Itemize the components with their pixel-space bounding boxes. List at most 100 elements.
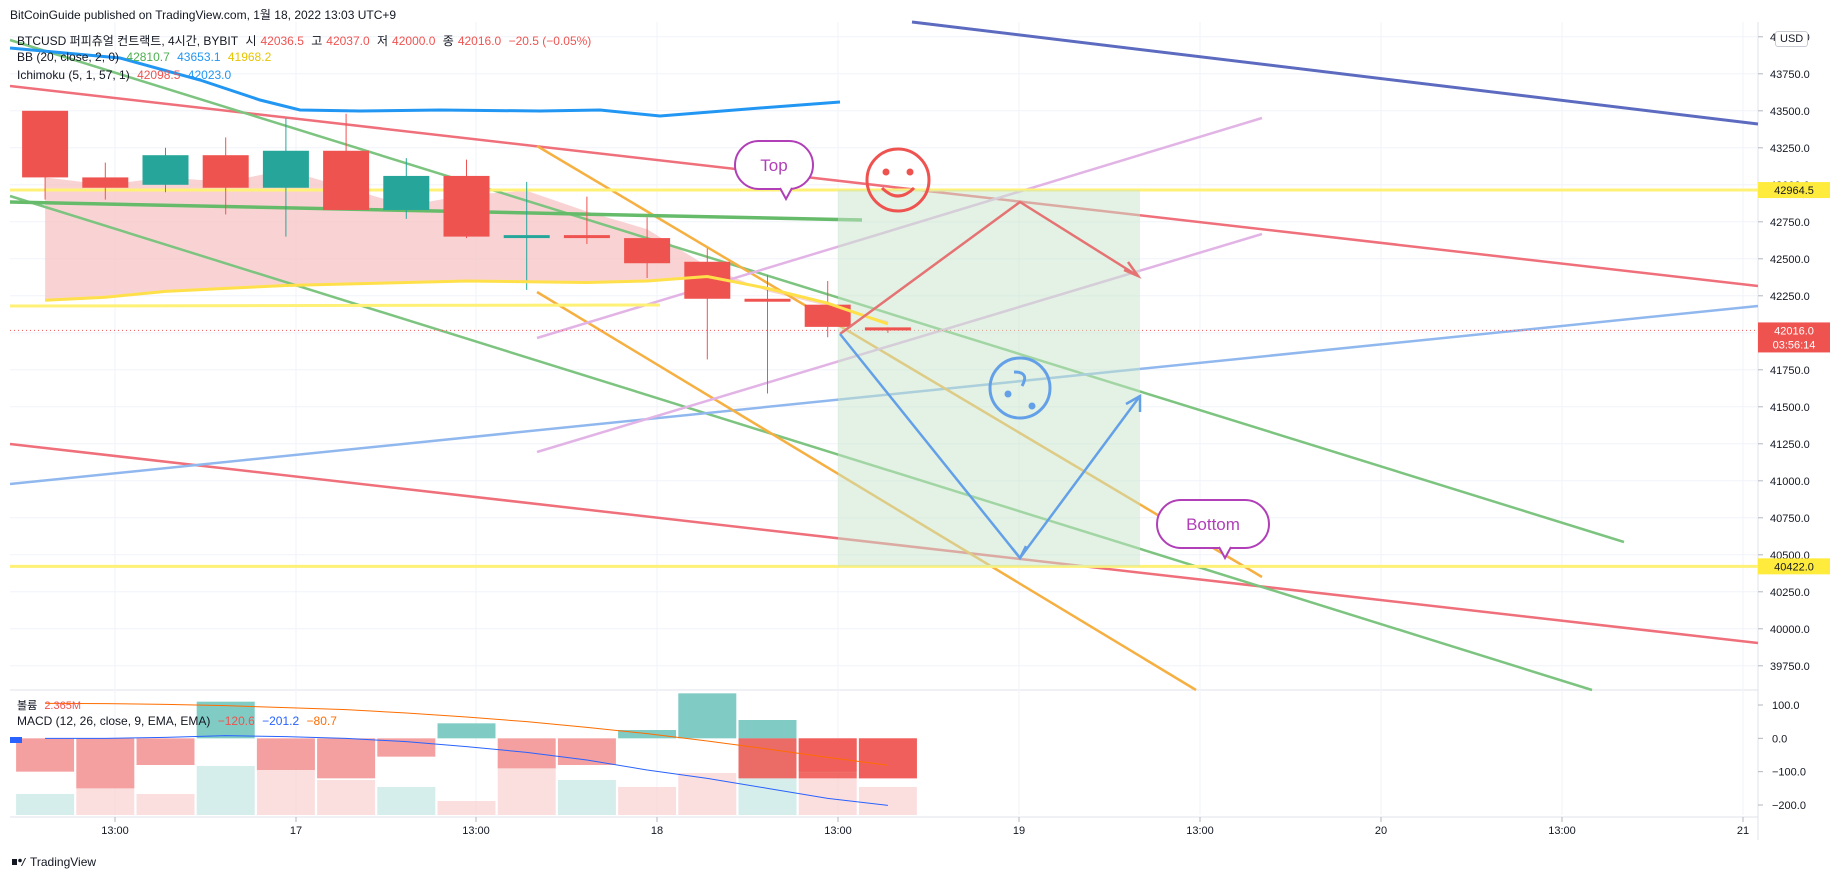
- candle-body: [22, 110, 69, 178]
- close-label: 종: [442, 34, 454, 48]
- countdown-label: 03:56:14: [1773, 339, 1816, 351]
- macd-histogram-bar: [557, 738, 616, 765]
- face-eye: [1028, 402, 1036, 410]
- time-tick-label: 19: [1013, 825, 1025, 837]
- volume-bar: [377, 787, 436, 815]
- price-tick-label: 41250.0: [1770, 439, 1810, 451]
- macd-marker: [10, 737, 22, 743]
- price-tag: [1758, 558, 1830, 575]
- volume-bar: [16, 794, 75, 815]
- macd-histogram-bar: [738, 738, 797, 779]
- face-outline: [988, 356, 1052, 420]
- macd-legend: MACD (12, 26, close, 9, EMA, EMA) −120.6…: [17, 714, 341, 728]
- candles: [22, 110, 911, 394]
- macd-histogram-bar: [678, 693, 737, 739]
- tradingview-logo-icon: [12, 858, 26, 866]
- open-label: 시: [245, 34, 257, 48]
- callout-label: Bottom: [1186, 515, 1240, 534]
- candle-body: [443, 175, 490, 237]
- price-tick-label: 40000.0: [1770, 624, 1810, 636]
- footer-brand: TradingView: [30, 855, 97, 869]
- face-mouth: [1013, 370, 1027, 387]
- volume-bar: [858, 787, 917, 815]
- price-tick-label: 40750.0: [1770, 513, 1810, 525]
- macd-tick-label: −100.0: [1772, 767, 1806, 779]
- bb-upper-value: 43653.1: [177, 50, 221, 64]
- arrow-head: [1125, 393, 1142, 412]
- high-value: 42037.0: [326, 34, 370, 48]
- candle-body: [503, 235, 550, 239]
- bb-lower-value: 41968.2: [227, 50, 272, 64]
- time-tick-label: 13:00: [824, 825, 852, 837]
- trendline-red-upper: [9, 84, 1759, 288]
- macd-histogram-bar: [738, 720, 797, 739]
- candle-body: [202, 155, 249, 188]
- macd-line-value: −201.2: [262, 714, 300, 728]
- ichimoku-legend: Ichimoku (5, 1, 57, 1) 42098.5 42023.0: [17, 68, 235, 82]
- candle-body: [142, 155, 189, 185]
- drawing-lines[interactable]: [9, 20, 1759, 692]
- volume-bar: [678, 773, 737, 815]
- drawing-overlays[interactable]: Top Bottom: [734, 140, 1270, 561]
- time-tick-label: 21: [1737, 825, 1749, 837]
- macd-tick-label: −200.0: [1772, 800, 1806, 812]
- volume-value: 2.365M: [44, 700, 82, 712]
- price-tag-label: 40422.0: [1774, 561, 1814, 573]
- face-outline: [865, 147, 931, 213]
- face-eye: [882, 168, 890, 176]
- candle-body: [804, 304, 851, 327]
- macd-histogram-bar: [798, 738, 857, 779]
- bb-basis-value: 42810.7: [126, 50, 170, 64]
- currency-button[interactable]: USD: [1775, 31, 1809, 47]
- time-tick-label: 13:00: [1186, 825, 1214, 837]
- callout-bubble: [1156, 499, 1270, 549]
- time-tick-label: 17: [290, 825, 302, 837]
- smile-face-icon: [865, 147, 931, 213]
- bb-lower-line: [45, 275, 889, 326]
- scenario-arrow-top: [839, 200, 1139, 336]
- macd-histogram-bar: [497, 738, 556, 769]
- trendline-blue-top: [911, 20, 1759, 126]
- projection-box: [838, 190, 1140, 567]
- candle-body: [323, 150, 370, 210]
- macd-histogram-bar: [256, 738, 315, 770]
- time-tick-label: 13:00: [101, 825, 129, 837]
- volume-bar: [136, 794, 195, 815]
- bottom-callout: Bottom: [1156, 499, 1270, 561]
- candle-body: [262, 150, 309, 188]
- macd-hist-value: −120.6: [217, 714, 255, 728]
- signal-line: [45, 702, 888, 766]
- time-tick-label: 18: [651, 825, 663, 837]
- candle-body: [563, 235, 610, 239]
- price-tick-label: 43750.0: [1770, 69, 1810, 81]
- volume-label: 볼륨: [17, 700, 38, 712]
- trendline-green-2: [9, 194, 1593, 692]
- macd-histogram-bar: [76, 738, 135, 789]
- macd-histogram-bar: [196, 701, 255, 739]
- volume-legend: 볼륨 2.365M: [17, 697, 85, 713]
- ichimoku-yellow: [9, 303, 661, 308]
- price-tick-label: 42500.0: [1770, 254, 1810, 266]
- confused-face-icon: [988, 356, 1052, 420]
- price-tick-label: 43250.0: [1770, 143, 1810, 155]
- change-value: −20.5 (−0.05%): [508, 34, 592, 48]
- price-tick-label: 41750.0: [1770, 365, 1810, 377]
- price-tag-label: 42964.5: [1774, 185, 1814, 197]
- bb-upper-line: [9, 46, 841, 118]
- volume-bar: [798, 773, 857, 815]
- ichimoku-value-1: 42098.5: [137, 68, 181, 82]
- macd-label: MACD (12, 26, close, 9, EMA, EMA): [17, 714, 211, 728]
- trendline-green-1: [9, 38, 1625, 544]
- symbol-label: BTCUSD 퍼피츄얼 컨트랙트, 4시간, BYBIT: [17, 34, 239, 48]
- time-tick-label: 13:00: [1548, 825, 1576, 837]
- price-tag: [1758, 182, 1830, 199]
- macd-histogram-bar: [858, 738, 917, 779]
- callout-label: Top: [760, 156, 787, 175]
- candle-body: [383, 175, 430, 210]
- arrow-head: [1011, 545, 1028, 561]
- callout-tail: [1218, 546, 1232, 561]
- price-tag-label: 42016.0: [1774, 325, 1814, 337]
- ichimoku-value-2: 42023.0: [187, 68, 232, 82]
